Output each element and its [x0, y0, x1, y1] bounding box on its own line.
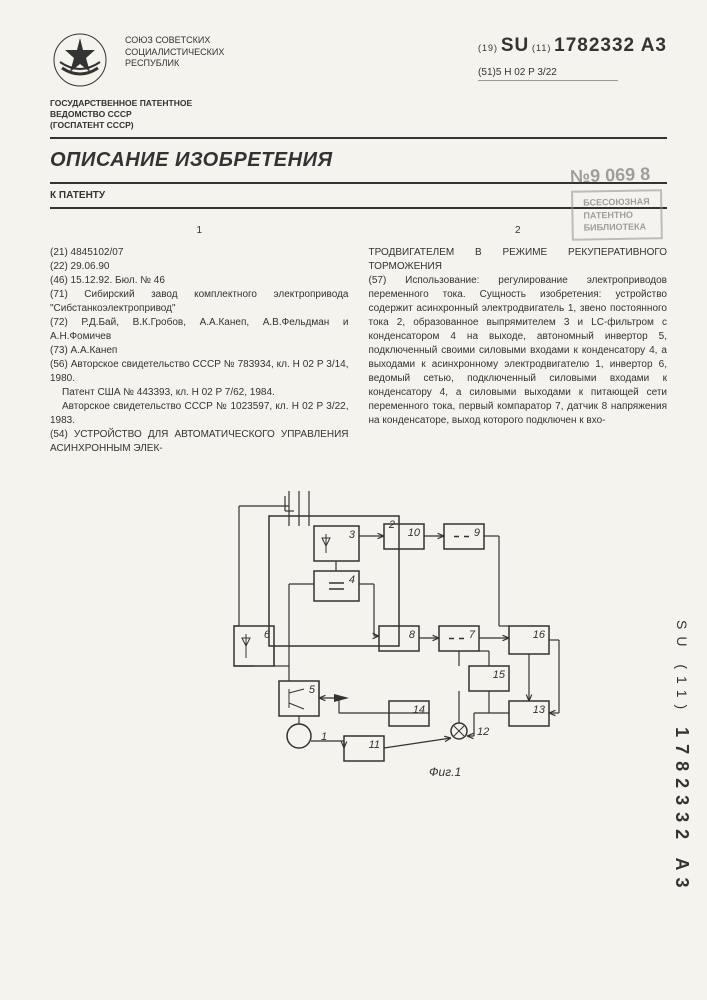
svg-text:5: 5 — [308, 684, 315, 696]
doc-code-line: (19) SU (11) 1782332 A3 — [478, 35, 667, 57]
authority-text: ГОСУДАРСТВЕННОЕ ПАТЕНТНОЕ ВЕДОМСТВО СССР… — [50, 98, 667, 131]
divider — [50, 137, 667, 139]
registry-stamp: №9 069 8 БСЕСОЮЗНАЯПАТЕНТНОБИБЛИОТЕКА — [570, 163, 663, 241]
svg-text:8: 8 — [408, 629, 415, 641]
classification: (51)5 H 02 P 3/22 — [478, 67, 618, 81]
svg-text:14: 14 — [412, 704, 424, 716]
svg-text:4: 4 — [348, 574, 354, 586]
svg-text:12: 12 — [477, 726, 489, 738]
svg-text:16: 16 — [532, 629, 545, 641]
column-2: 2 ТРОДВИГАТЕЛЕМ В РЕЖИМЕ РЕКУПЕРАТИВНОГО… — [369, 224, 668, 456]
svg-text:6: 6 — [263, 629, 270, 641]
svg-text:11: 11 — [368, 739, 379, 751]
svg-text:15: 15 — [492, 669, 505, 681]
soviet-emblem — [50, 30, 110, 90]
svg-text:3: 3 — [348, 529, 355, 541]
svg-text:7: 7 — [468, 629, 475, 641]
column-1: 1 (21) 4845102/07 (22) 29.06.90 (46) 15.… — [50, 224, 349, 456]
side-doc-label: SU (11) 1782332 A3 — [671, 620, 692, 895]
circuit-diagram: 12345678910111213141516Фиг.1 — [50, 476, 667, 789]
union-label: СОЮЗ СОВЕТСКИХ СОЦИАЛИСТИЧЕСКИХ РЕСПУБЛИ… — [125, 30, 463, 90]
svg-text:10: 10 — [407, 527, 420, 539]
svg-text:2: 2 — [387, 519, 394, 531]
svg-text:Фиг.1: Фиг.1 — [429, 765, 461, 779]
svg-text:13: 13 — [532, 704, 545, 716]
svg-text:9: 9 — [473, 527, 479, 539]
